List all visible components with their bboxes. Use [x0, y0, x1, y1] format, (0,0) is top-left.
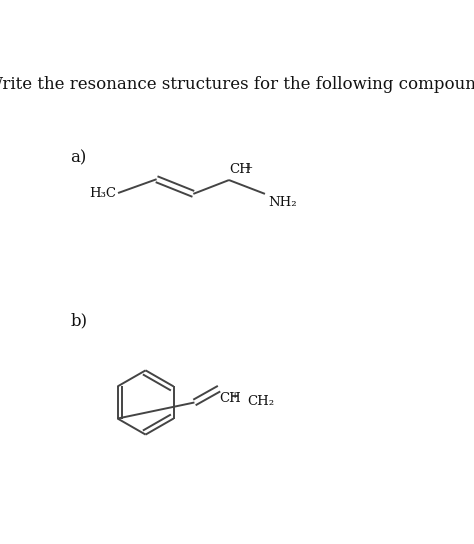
Text: Write the resonance structures for the following compounds:: Write the resonance structures for the f… [0, 76, 474, 92]
Text: +: + [245, 163, 253, 172]
Text: CH₂: CH₂ [247, 395, 274, 407]
Text: NH₂: NH₂ [268, 196, 297, 209]
Text: CH: CH [229, 163, 251, 176]
Text: +: + [231, 391, 239, 400]
Text: b): b) [70, 312, 87, 330]
Text: CH: CH [219, 392, 241, 405]
Text: H₃C: H₃C [89, 187, 116, 200]
Text: a): a) [70, 149, 87, 166]
